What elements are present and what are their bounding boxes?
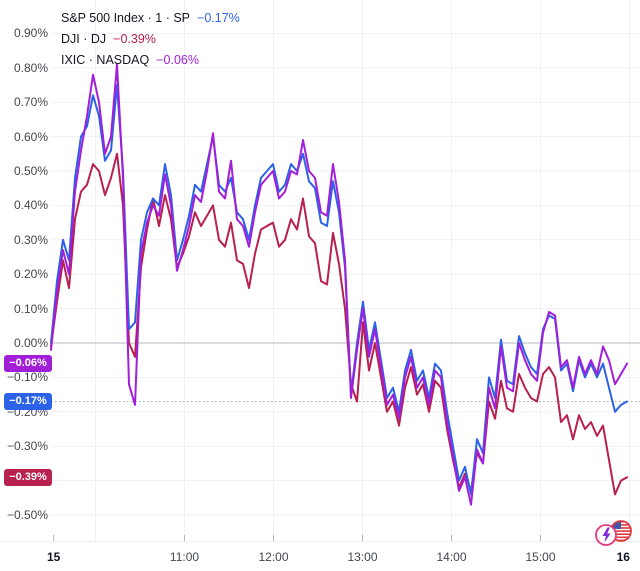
price-scale-label: 0.60% <box>13 129 48 144</box>
time-scale-label: 13:00 <box>347 550 378 564</box>
series-line-sp <box>50 84 628 496</box>
price-scale-label: −0.10% <box>6 370 48 385</box>
price-scale-label: 0.30% <box>13 232 48 247</box>
legend-value-dji: −0.39% <box>113 32 156 46</box>
time-scale-label: 11:00 <box>169 550 200 564</box>
price-scale-label: 0.70% <box>13 95 48 110</box>
publisher-logo[interactable] <box>591 515 637 551</box>
price-scale-label: 0.90% <box>13 26 48 41</box>
lightning-icon <box>595 524 617 546</box>
price-scale[interactable]: 0.90% 0.80% 0.70% 0.60% 0.50% 0.40% 0.30% 0.20%… <box>0 0 52 541</box>
legend-row-spx[interactable]: S&P 500 Index · 1 · SP −0.17% <box>61 8 240 29</box>
price-scale-label: −0.50% <box>6 508 48 522</box>
legend-row-nasdaq[interactable]: IXIC · NASDAQ −0.06% <box>61 50 240 71</box>
time-scale-label: 14:00 <box>436 550 467 564</box>
price-scale-label: 0.80% <box>13 60 48 75</box>
price-scale-label: −0.30% <box>6 439 48 454</box>
chart-canvas[interactable] <box>0 0 640 541</box>
time-scale-label: 16 <box>616 550 630 564</box>
legend-symbol-spx: S&P 500 Index · 1 · SP <box>61 11 191 25</box>
time-scale-label: 12:00 <box>258 550 289 564</box>
legend-value-nasdaq: −0.06% <box>156 53 199 67</box>
legend-symbol-dji: DJI · DJ <box>61 32 107 46</box>
time-scale[interactable]: 15 11:00 12:00 13:00 14:00 15:00 16 <box>0 541 640 571</box>
price-badge-dji: −0.39% <box>4 468 52 486</box>
price-badge-spx: −0.17% <box>4 392 52 410</box>
legend-row-dji[interactable]: DJI · DJ −0.39% <box>61 29 240 50</box>
price-badge-nasdaq: −0.06% <box>4 355 52 373</box>
price-scale-label: 0.50% <box>13 164 48 178</box>
legend: S&P 500 Index · 1 · SP −0.17% DJI · DJ −0.… <box>61 8 240 71</box>
price-scale-label: 0.20% <box>13 267 48 282</box>
legend-value-spx: −0.17% <box>197 11 240 25</box>
price-scale-label: 0.00% <box>13 336 48 350</box>
time-scale-label: 15 <box>46 550 61 564</box>
series-line-dji <box>50 152 628 496</box>
series-line-ixic <box>50 63 628 506</box>
price-scale-label: 0.40% <box>13 198 48 213</box>
time-scale-label: 15:00 <box>525 550 556 564</box>
price-scale-label: 0.10% <box>13 301 48 316</box>
legend-symbol-nasdaq: IXIC · NASDAQ <box>61 53 150 67</box>
